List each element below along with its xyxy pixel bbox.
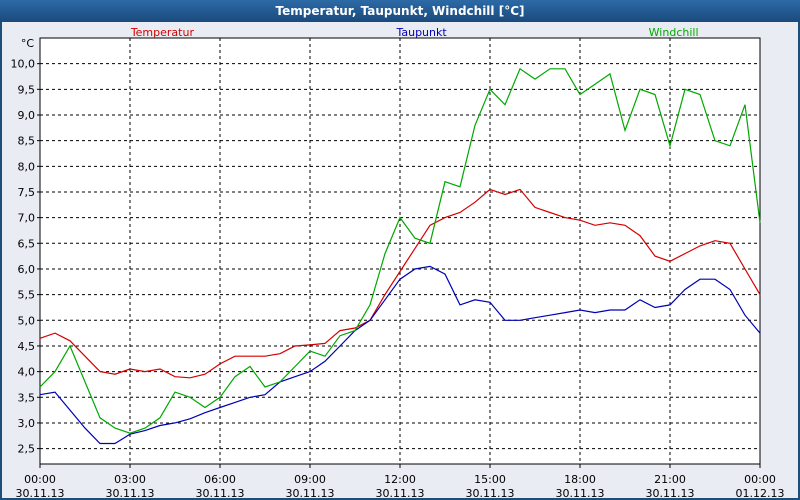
y-tick-label: 4,5 [18, 340, 36, 353]
y-tick-label: 10,0 [11, 58, 36, 71]
y-tick-label: 3,5 [18, 391, 36, 404]
x-tick-date: 30.11.13 [646, 487, 695, 498]
series-temperatur [39, 188, 761, 379]
y-axis-label: °C [21, 37, 35, 50]
x-tick-date: 30.11.13 [106, 487, 155, 498]
x-tick-date: 30.11.13 [16, 487, 65, 498]
chart-panel: 2,5 3,0 3,5 4,0 4,5 5,0 5,5 6,0 6,5 7,0 7,5 8,0 8,5 9… [2, 22, 798, 498]
y-tick-label: 3,0 [18, 417, 36, 430]
y-tick-label: 7,5 [18, 186, 36, 199]
y-tick-label: 6,0 [18, 263, 36, 276]
x-tick-time: 00:00 [24, 473, 56, 486]
x-tick-date: 30.11.13 [466, 487, 515, 498]
series-windchill [39, 67, 761, 434]
y-tick-label: 5,0 [18, 314, 36, 327]
x-tick-time: 21:00 [654, 473, 686, 486]
x-tick-date: 30.11.13 [286, 487, 335, 498]
y-tick-label: 7,0 [18, 212, 36, 225]
y-tick-label: 8,5 [18, 135, 36, 148]
x-tick-time: 09:00 [294, 473, 326, 486]
y-tick-label: 4,0 [18, 366, 36, 379]
y-tick-label: 8,0 [18, 160, 36, 173]
x-tick-time: 12:00 [384, 473, 416, 486]
x-tick-date: 01.12.13 [736, 487, 785, 498]
x-tick-time: 06:00 [204, 473, 236, 486]
y-tick-label: 2,5 [18, 443, 36, 456]
x-tick-date: 30.11.13 [376, 487, 425, 498]
y-tick-label: 5,5 [18, 289, 36, 302]
series-taupunkt [39, 265, 761, 445]
legend-temperatur: Temperatur [130, 26, 195, 39]
legend-taupunkt: Taupunkt [395, 26, 447, 39]
x-tick-time: 18:00 [564, 473, 596, 486]
y-tick-label: 6,5 [18, 237, 36, 250]
y-tick-label: 9,0 [18, 109, 36, 122]
x-tick-date: 30.11.13 [556, 487, 605, 498]
x-tick-time: 00:00 [744, 473, 776, 486]
x-tick-time: 03:00 [114, 473, 146, 486]
legend-windchill: Windchill [649, 26, 699, 39]
x-tick-date: 30.11.13 [196, 487, 245, 498]
chart-title: Temperatur, Taupunkt, Windchill [°C] [0, 0, 800, 22]
x-tick-time: 15:00 [474, 473, 506, 486]
y-tick-label: 9,5 [18, 83, 36, 96]
line-chart: 2,5 3,0 3,5 4,0 4,5 5,0 5,5 6,0 6,5 7,0 7,5 8,0 8,5 9… [11, 26, 785, 498]
